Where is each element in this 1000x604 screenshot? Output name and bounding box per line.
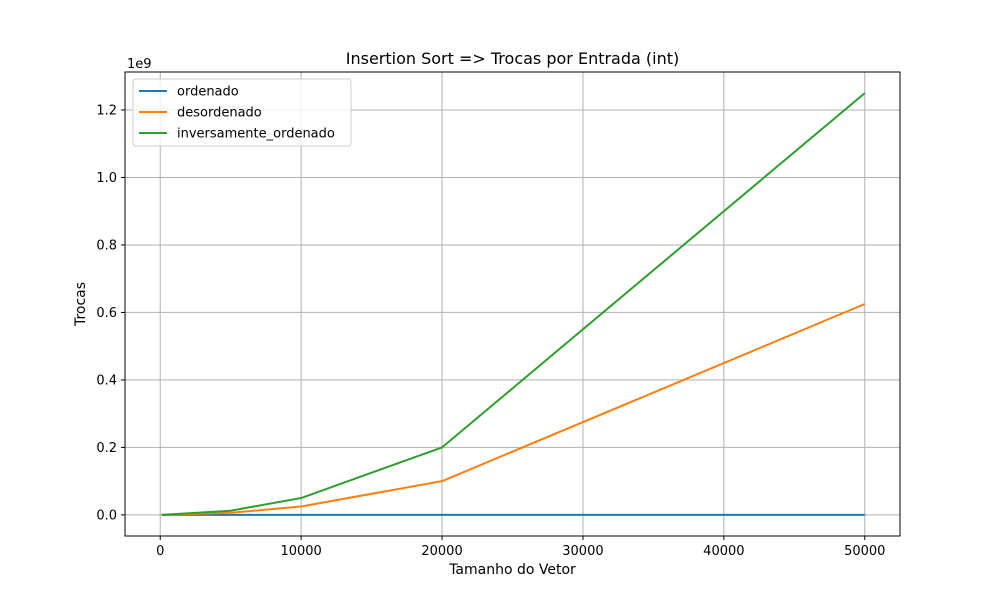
y-tick-label: 0.8 [96,238,117,253]
y-tick-label: 0.0 [96,508,117,523]
y-axis-label: Trocas [73,282,89,327]
series-lines [161,92,866,516]
legend-label: inversamente_ordenado [177,127,335,142]
x-tick-label: 10000 [280,544,321,559]
x-tick-label: 50000 [844,544,885,559]
series-line-inversamente_ordenado [161,92,866,516]
chart-title: Insertion Sort => Trocas por Entrada (in… [346,49,680,68]
y-tick-label: 0.6 [96,306,117,321]
x-tick-label: 0 [156,544,164,559]
x-axis-label: Tamanho do Vetor [448,562,576,578]
y-tick-label: 0.4 [96,373,117,388]
y-tick-label: 0.2 [96,441,117,456]
plot-frame [124,71,901,537]
y-axis-offset-label: 1e9 [127,57,152,72]
x-axis-ticks: 0 10000 20000 30000 40000 50000 [156,536,885,559]
y-axis-ticks: 0.0 0.2 0.4 0.6 0.8 1.0 1.2 [96,103,125,523]
y-tick-label: 1.0 [96,171,117,186]
legend-label: desordenado [177,106,262,121]
y-tick-label: 1.2 [96,103,117,118]
x-tick-label: 30000 [562,544,603,559]
series-line-desordenado [161,303,866,516]
x-tick-label: 20000 [421,544,462,559]
legend: ordenado desordenado inversamente_ordenado [132,78,352,147]
legend-label: ordenado [177,85,239,100]
legend-box [132,78,352,147]
x-tick-label: 40000 [703,544,744,559]
